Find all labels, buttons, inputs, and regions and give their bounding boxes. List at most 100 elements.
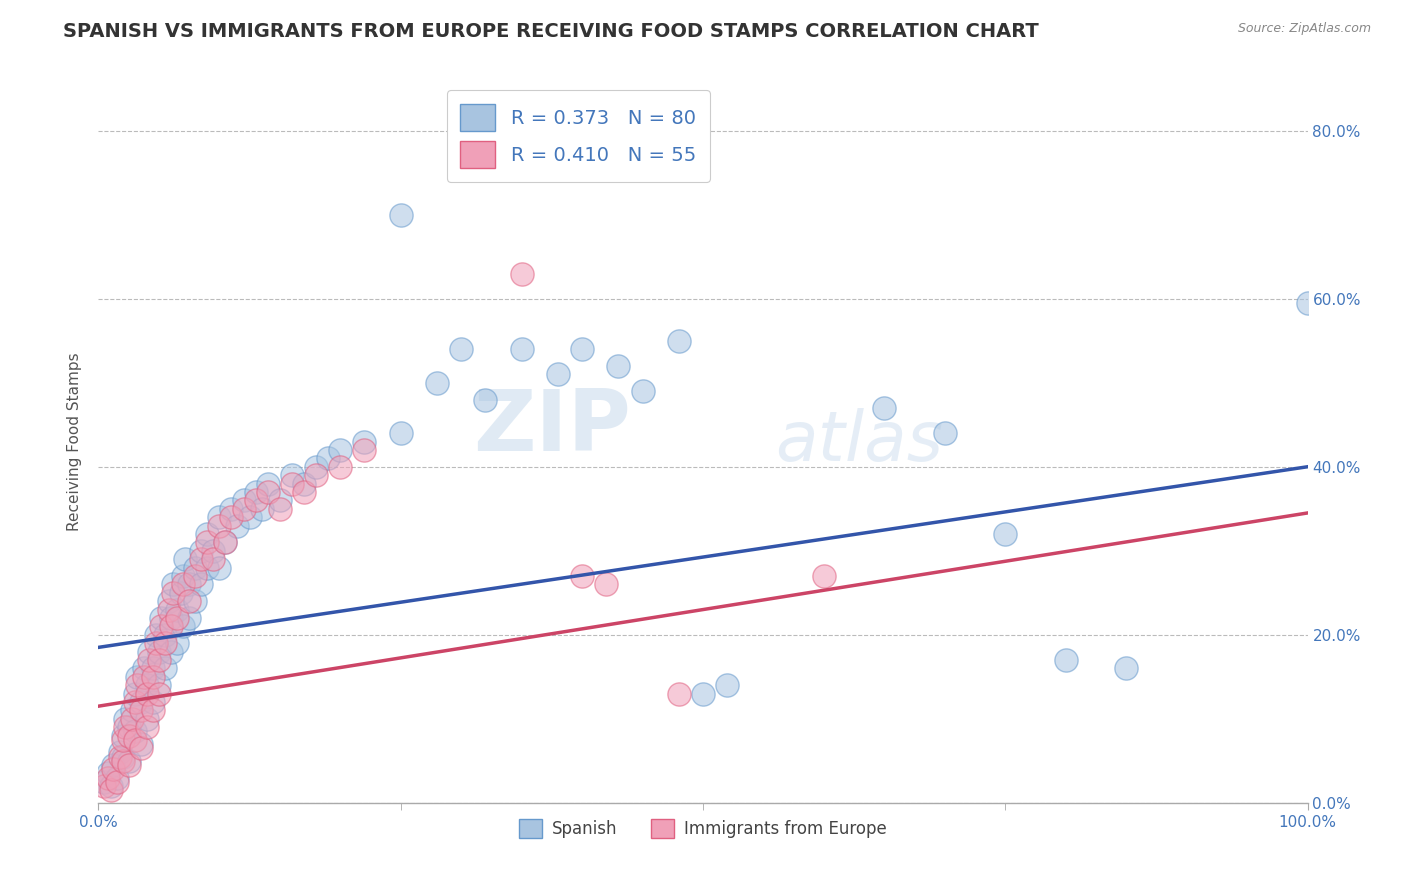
Point bbox=[184, 594, 207, 608]
Point bbox=[100, 783, 122, 797]
Point bbox=[160, 619, 183, 633]
Point bbox=[450, 342, 472, 356]
Point bbox=[124, 687, 146, 701]
Point bbox=[169, 586, 191, 600]
Point bbox=[329, 442, 352, 457]
Point bbox=[172, 569, 194, 583]
Point bbox=[607, 359, 630, 373]
Point bbox=[510, 267, 533, 281]
Point bbox=[124, 724, 146, 739]
Point bbox=[202, 543, 225, 558]
Point bbox=[221, 501, 243, 516]
Point bbox=[281, 468, 304, 483]
Point bbox=[108, 749, 131, 764]
Point bbox=[239, 510, 262, 524]
Point bbox=[148, 678, 170, 692]
Point bbox=[127, 670, 149, 684]
Point bbox=[111, 754, 134, 768]
Point bbox=[138, 653, 160, 667]
Point bbox=[134, 670, 156, 684]
Point bbox=[93, 774, 115, 789]
Point bbox=[208, 560, 231, 574]
Point bbox=[111, 729, 134, 743]
Point bbox=[162, 586, 184, 600]
Point bbox=[111, 749, 134, 764]
Point bbox=[134, 661, 156, 675]
Point bbox=[135, 687, 157, 701]
Point bbox=[510, 342, 533, 356]
Point bbox=[813, 569, 835, 583]
Point bbox=[114, 720, 136, 734]
Point bbox=[195, 560, 218, 574]
Point bbox=[105, 774, 128, 789]
Point bbox=[256, 476, 278, 491]
Point bbox=[353, 434, 375, 449]
Point bbox=[195, 527, 218, 541]
Point bbox=[214, 535, 236, 549]
Point bbox=[124, 732, 146, 747]
Point bbox=[179, 577, 201, 591]
Point bbox=[389, 208, 412, 222]
Point bbox=[166, 636, 188, 650]
Point bbox=[668, 687, 690, 701]
Point bbox=[160, 611, 183, 625]
Point bbox=[135, 712, 157, 726]
Point bbox=[329, 459, 352, 474]
Point bbox=[353, 442, 375, 457]
Point bbox=[124, 695, 146, 709]
Point bbox=[105, 771, 128, 785]
Y-axis label: Receiving Food Stamps: Receiving Food Stamps bbox=[67, 352, 83, 531]
Point bbox=[97, 771, 120, 785]
Point bbox=[595, 577, 617, 591]
Point bbox=[245, 493, 267, 508]
Point bbox=[138, 644, 160, 658]
Point bbox=[129, 703, 152, 717]
Point bbox=[127, 678, 149, 692]
Point bbox=[150, 611, 173, 625]
Point bbox=[184, 569, 207, 583]
Point bbox=[118, 758, 141, 772]
Point bbox=[208, 510, 231, 524]
Point bbox=[214, 535, 236, 549]
Point bbox=[162, 577, 184, 591]
Point bbox=[97, 766, 120, 780]
Point bbox=[121, 703, 143, 717]
Point bbox=[692, 687, 714, 701]
Point bbox=[571, 569, 593, 583]
Point bbox=[142, 661, 165, 675]
Point bbox=[166, 611, 188, 625]
Point bbox=[111, 732, 134, 747]
Point bbox=[100, 779, 122, 793]
Text: Source: ZipAtlas.com: Source: ZipAtlas.com bbox=[1237, 22, 1371, 36]
Point bbox=[129, 741, 152, 756]
Point bbox=[145, 628, 167, 642]
Point bbox=[150, 619, 173, 633]
Point bbox=[179, 594, 201, 608]
Point bbox=[269, 501, 291, 516]
Point bbox=[1115, 661, 1137, 675]
Text: SPANISH VS IMMIGRANTS FROM EUROPE RECEIVING FOOD STAMPS CORRELATION CHART: SPANISH VS IMMIGRANTS FROM EUROPE RECEIV… bbox=[63, 22, 1039, 41]
Text: atlas: atlas bbox=[776, 408, 943, 475]
Point bbox=[179, 611, 201, 625]
Point bbox=[226, 518, 249, 533]
Point bbox=[474, 392, 496, 407]
Point bbox=[166, 602, 188, 616]
Point bbox=[281, 476, 304, 491]
Point bbox=[426, 376, 449, 390]
Point bbox=[148, 653, 170, 667]
Point bbox=[157, 602, 180, 616]
Point bbox=[129, 737, 152, 751]
Point bbox=[118, 729, 141, 743]
Point bbox=[269, 493, 291, 508]
Point bbox=[174, 552, 197, 566]
Legend: Spanish, Immigrants from Europe: Spanish, Immigrants from Europe bbox=[512, 813, 894, 845]
Point bbox=[118, 720, 141, 734]
Point bbox=[190, 552, 212, 566]
Point bbox=[157, 594, 180, 608]
Point bbox=[121, 712, 143, 726]
Point bbox=[129, 695, 152, 709]
Point bbox=[389, 426, 412, 441]
Point bbox=[114, 712, 136, 726]
Point bbox=[101, 758, 124, 772]
Point bbox=[142, 703, 165, 717]
